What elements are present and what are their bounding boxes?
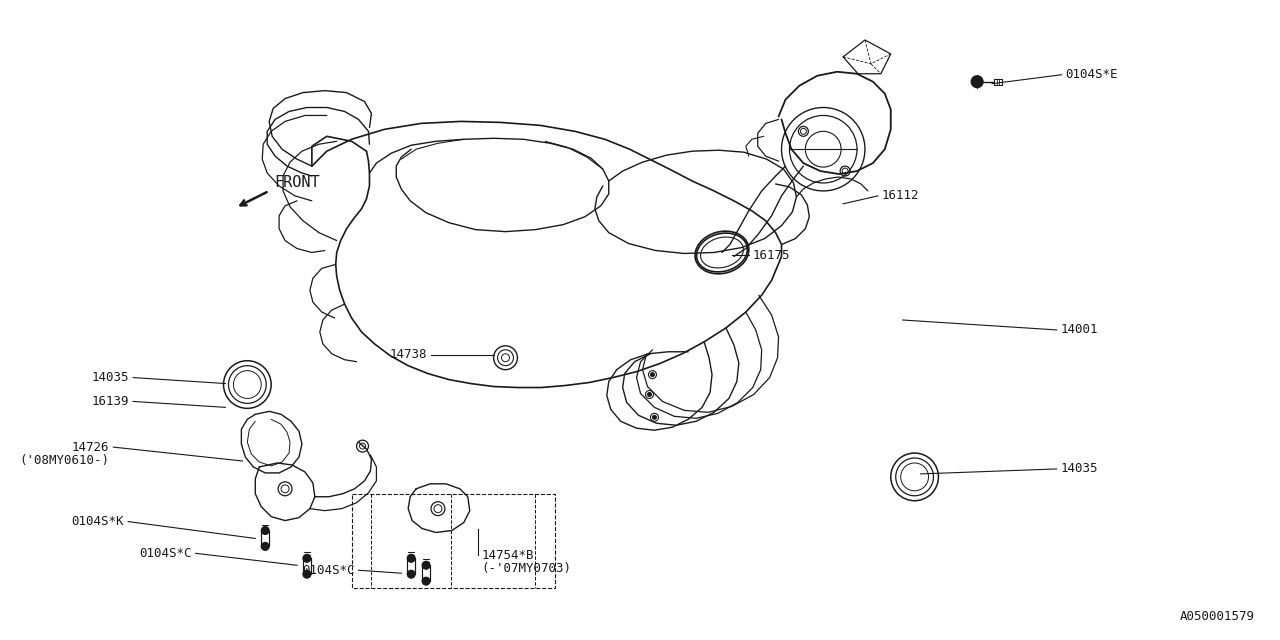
Circle shape (407, 570, 415, 578)
Text: 14035: 14035 (92, 371, 129, 384)
Text: 14035: 14035 (1061, 463, 1098, 476)
Text: ('08MY0610-): ('08MY0610-) (19, 454, 109, 467)
Circle shape (261, 527, 269, 534)
Text: 14726: 14726 (72, 440, 109, 454)
Text: 14754*B: 14754*B (481, 549, 534, 562)
Circle shape (261, 543, 269, 550)
Text: 16175: 16175 (753, 249, 790, 262)
Text: 0104S*C: 0104S*C (302, 564, 355, 577)
Text: 14738: 14738 (389, 348, 428, 361)
Circle shape (303, 570, 311, 578)
Bar (352, 494, 556, 588)
Bar (407, 558, 415, 574)
Text: 0104S*C: 0104S*C (140, 547, 192, 560)
Circle shape (407, 554, 415, 563)
Circle shape (653, 415, 657, 419)
Text: 0104S*K: 0104S*K (72, 515, 124, 528)
Circle shape (972, 76, 983, 88)
Bar (422, 565, 430, 581)
Circle shape (648, 392, 652, 396)
Bar (303, 558, 311, 574)
Circle shape (422, 561, 430, 569)
Text: A050001579: A050001579 (1180, 610, 1256, 623)
Text: (-'07MY0703): (-'07MY0703) (481, 562, 572, 575)
Text: 0104S*E: 0104S*E (1065, 68, 1117, 81)
Circle shape (422, 577, 430, 585)
Circle shape (303, 554, 311, 563)
Text: FRONT: FRONT (274, 175, 320, 191)
Text: 16112: 16112 (882, 189, 919, 202)
Text: 14001: 14001 (1061, 323, 1098, 337)
Bar (261, 531, 269, 547)
Text: 16139: 16139 (92, 395, 129, 408)
Circle shape (650, 372, 654, 376)
